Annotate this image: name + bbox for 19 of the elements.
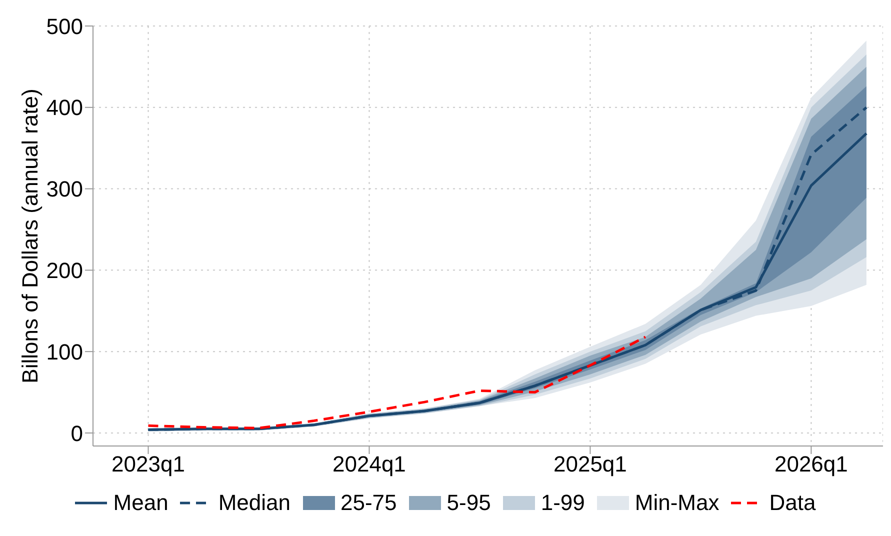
x-tick-label: 2026q1 [774,452,848,477]
legend-label: 1-99 [540,490,585,516]
legend-label: 25-75 [340,490,397,516]
line-series [146,336,647,430]
legend-label: Data [769,490,816,516]
y-tick-label: 200 [46,258,83,283]
y-axis-title: Billons of Dollars (annual rate) [18,88,42,384]
y-tick-label: 500 [46,14,83,39]
x-tick-label: 2025q1 [553,452,627,477]
legend-label: 5-95 [446,490,491,516]
x-tick-label: 2023q1 [112,452,185,477]
y-tick-label: 100 [46,339,83,364]
legend-label: Min-Max [634,490,720,516]
y-tick-label: 300 [46,176,83,202]
y-tick-label: 400 [46,95,83,120]
legend-label: Mean [113,490,168,516]
legend-label: Median [218,490,290,516]
x-tick-label: 2024q1 [332,452,406,477]
y-tick-label: 0 [70,420,83,446]
